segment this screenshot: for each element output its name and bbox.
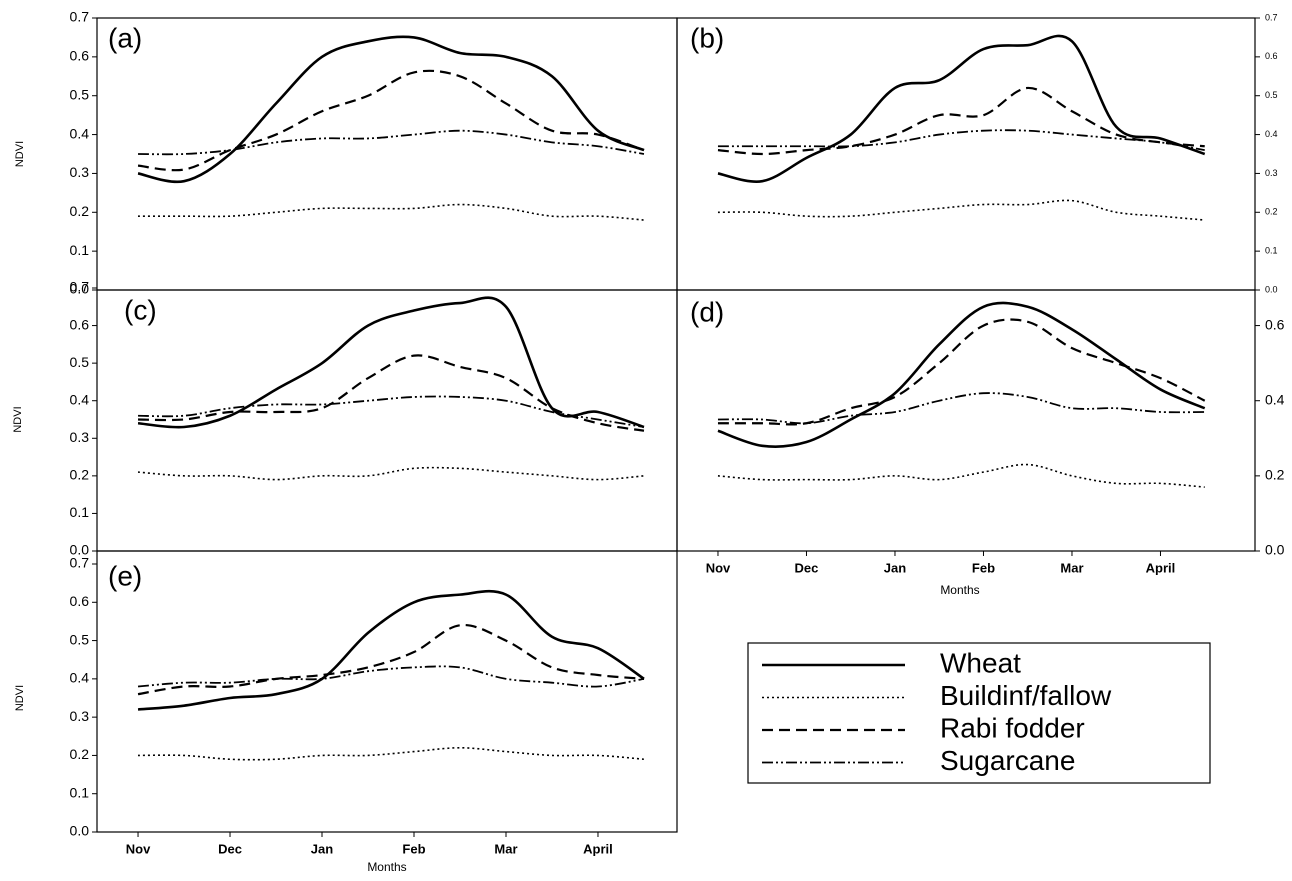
y-tick-label: 0.2 — [70, 467, 90, 483]
y-axis-label: NDVI — [14, 685, 26, 711]
y-tick-label: 0.5 — [1265, 90, 1278, 100]
series-line — [137, 623, 645, 696]
y-tick-label: 0.2 — [70, 746, 90, 762]
x-tick-label: Mar — [494, 841, 517, 856]
panel-frame — [96, 550, 678, 833]
y-tick-label: 0.7 — [1265, 12, 1278, 22]
series-line — [138, 395, 645, 428]
y-tick-label: 0.1 — [70, 242, 90, 258]
legend-label: Buildinf/fallow — [940, 680, 1112, 711]
y-tick-label: 0.5 — [70, 86, 90, 102]
y-tick-label: 0.1 — [70, 504, 90, 520]
y-tick-label: 0.1 — [1265, 246, 1278, 256]
y-axis-label: NDVI — [12, 406, 24, 432]
y-tick-label: 0.2 — [70, 203, 90, 219]
panel-frame — [676, 289, 1256, 552]
series-line — [138, 203, 645, 221]
y-tick-label: 0.5 — [70, 631, 90, 647]
x-tick-label: Feb — [972, 560, 995, 575]
x-tick-label: Dec — [218, 841, 242, 856]
series-line — [137, 296, 645, 429]
y-tick-label: 0.1 — [70, 784, 90, 800]
series-line — [717, 301, 1206, 448]
x-axis-label: Months — [367, 860, 406, 874]
series-line — [138, 746, 645, 761]
x-tick-label: Jan — [884, 560, 906, 575]
panel-label: (e) — [108, 560, 142, 591]
x-tick-label: Nov — [706, 560, 731, 575]
series-line — [717, 34, 1206, 183]
panel-frame — [676, 17, 1256, 291]
series-line — [137, 466, 645, 481]
x-tick-label: April — [583, 841, 613, 856]
panel-frame — [96, 17, 678, 291]
series-line — [138, 354, 645, 432]
legend-label: Rabi fodder — [940, 712, 1085, 743]
y-tick-label: 0.6 — [70, 316, 90, 332]
y-tick-label: 0.0 — [70, 281, 90, 297]
x-tick-label: Feb — [402, 841, 425, 856]
y-tick-label: 0.0 — [70, 542, 90, 558]
series-line — [137, 35, 645, 184]
x-tick-label: Nov — [126, 841, 151, 856]
y-tick-label: 0.7 — [70, 555, 90, 571]
y-tick-label: 0.3 — [70, 429, 90, 445]
x-tick-label: April — [1146, 560, 1176, 575]
legend-label: Wheat — [940, 647, 1021, 678]
y-tick-label: 0.7 — [70, 9, 90, 25]
series-line — [717, 129, 1205, 152]
series-line — [717, 392, 1205, 425]
y-tick-label: 0.4 — [70, 125, 90, 141]
y-tick-label: 0.4 — [1265, 129, 1278, 139]
series-line — [717, 199, 1205, 221]
x-tick-label: Jan — [311, 841, 333, 856]
y-axis-label: NDVI — [14, 141, 26, 167]
y-tick-label: 0.0 — [1265, 284, 1278, 294]
y-tick-label: 0.6 — [70, 593, 90, 609]
legend-box — [747, 642, 1211, 784]
series-line — [138, 129, 645, 156]
panel-label: (c) — [124, 294, 157, 325]
y-tick-label: 0.3 — [1265, 168, 1278, 178]
y-tick-label: 0.0 — [1265, 542, 1285, 558]
y-tick-label: 0.3 — [70, 164, 90, 180]
x-tick-label: Dec — [795, 560, 819, 575]
y-tick-label: 0.2 — [1265, 207, 1278, 217]
y-tick-label: 0.0 — [70, 823, 90, 839]
y-tick-label: 0.6 — [1265, 316, 1285, 332]
series-line — [137, 69, 645, 172]
panel-label: (a) — [108, 22, 142, 53]
x-tick-label: Mar — [1060, 560, 1083, 575]
series-line — [137, 589, 645, 711]
y-tick-label: 0.7 — [70, 279, 90, 295]
legend-label: Sugarcane — [940, 745, 1075, 776]
y-tick-label: 0.2 — [1265, 467, 1285, 483]
panel-label: (d) — [690, 296, 724, 327]
x-axis-label: Months — [940, 583, 979, 597]
series-line — [717, 318, 1206, 426]
y-tick-label: 0.3 — [70, 708, 90, 724]
series-line — [137, 665, 645, 688]
y-tick-label: 0.4 — [1265, 391, 1285, 407]
panel-label: (b) — [690, 22, 724, 53]
series-line — [717, 86, 1205, 156]
y-tick-label: 0.4 — [70, 391, 90, 407]
y-tick-label: 0.6 — [70, 48, 90, 64]
y-tick-label: 0.4 — [70, 670, 90, 686]
y-tick-label: 0.6 — [1265, 51, 1278, 61]
series-line — [717, 463, 1205, 488]
y-tick-label: 0.5 — [70, 354, 90, 370]
